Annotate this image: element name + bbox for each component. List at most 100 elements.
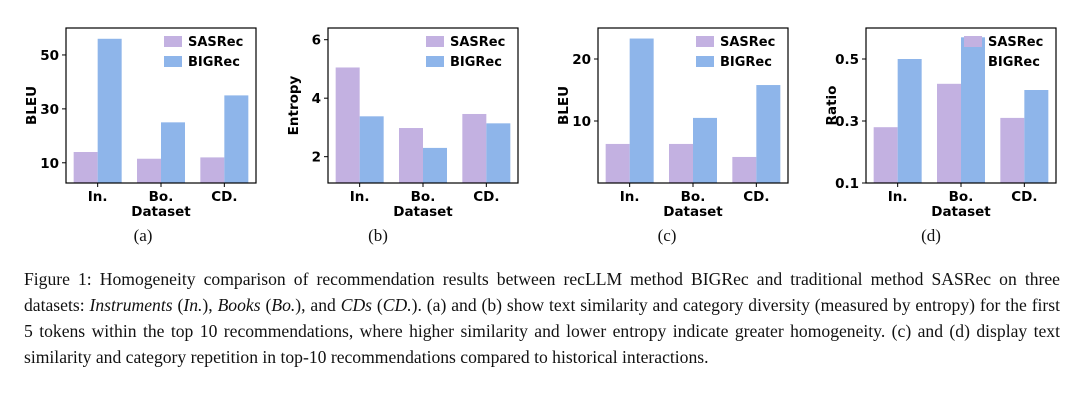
legend-swatch-bigrec: [964, 56, 982, 67]
y-tick-label-50: 50: [40, 48, 59, 64]
y-axis-title: BLEU: [556, 86, 572, 125]
legend-label-sasrec: SASRec: [988, 35, 1043, 50]
subfigure-label-c: (c): [657, 226, 677, 245]
caption-abbrev-bo: Bo.: [271, 295, 296, 315]
x-tick-label-bo: Bo.: [681, 189, 706, 205]
caption-abbrev-cd: CD.: [382, 295, 412, 315]
plot-frame: [65, 27, 257, 184]
bar-sasrec-in: [73, 152, 98, 183]
x-tick-label-in: In.: [350, 189, 370, 205]
legend-swatch-bigrec: [164, 56, 182, 67]
bar-bigrec-bo: [693, 117, 717, 183]
bar-sasrec-cd: [200, 157, 225, 183]
bar-bigrec-cd: [486, 123, 511, 183]
x-tick-label-cd: CD.: [743, 189, 769, 205]
legend-swatch-bigrec: [426, 56, 444, 67]
caption-separator: (: [172, 295, 184, 315]
caption-separator: (: [372, 295, 383, 315]
y-axis-title: Entropy: [286, 75, 302, 135]
bar-bigrec-in: [897, 59, 922, 183]
y-tick-label-4: 4: [312, 91, 321, 107]
legend-swatch-sasrec: [964, 36, 982, 47]
legend-label-sasrec: SASRec: [720, 35, 775, 50]
legend: SASRec BIGRec: [426, 35, 505, 70]
bar-bigrec-cd: [756, 85, 781, 183]
y-tick-label-10: 10: [572, 114, 591, 130]
x-axis-title: Dataset: [131, 204, 191, 220]
caption-separator: ), and: [295, 295, 341, 315]
bar-bigrec-in: [629, 38, 654, 183]
plot-frame: [597, 27, 789, 184]
x-axis-title: Dataset: [393, 204, 453, 220]
subfigure-label-b: (b): [368, 226, 388, 245]
caption-dataset-books: Books: [217, 295, 261, 315]
chart-d: In. Bo. CD. 0.1 0.3 0.5 Dataset Ratio SASRec BIGR…: [824, 27, 1057, 220]
plot-frame: [865, 27, 1057, 184]
x-tick-label-bo: Bo.: [411, 189, 436, 205]
bar-sasrec-cd: [462, 113, 487, 183]
y-axis-title: Ratio: [824, 86, 840, 126]
x-tick-label-cd: CD.: [473, 189, 499, 205]
bar-sasrec-bo: [937, 83, 961, 183]
caption-separator: ),: [202, 295, 218, 315]
legend-label-sasrec: SASRec: [188, 35, 243, 50]
caption-rest: ). (a) and (b) show text similarity and …: [24, 295, 1061, 367]
x-tick-label-bo: Bo.: [149, 189, 174, 205]
x-tick-label-in: In.: [620, 189, 640, 205]
bar-sasrec-in: [605, 143, 630, 183]
y-tick-label-0-5: 0.5: [835, 52, 859, 68]
x-tick-label-cd: CD.: [1011, 189, 1037, 205]
legend-label-bigrec: BIGRec: [720, 55, 772, 70]
legend: SASRec BIGRec: [696, 35, 775, 70]
y-tick-label-0-1: 0.1: [835, 176, 859, 192]
bar-bigrec-in: [359, 116, 384, 183]
subfigure-label-d: (d): [921, 226, 941, 245]
y-axis-title: BLEU: [24, 86, 40, 125]
bar-sasrec-cd: [732, 156, 757, 183]
caption-separator: (: [260, 295, 272, 315]
caption-prefix: Figure 1: Homogeneity comparison of reco…: [24, 269, 1060, 315]
subfigure-label-a: (a): [133, 226, 153, 245]
legend: SASRec BIGRec: [964, 35, 1043, 70]
bar-bigrec-bo: [423, 147, 447, 183]
bar-bigrec-cd: [224, 95, 249, 183]
x-tick-label-cd: CD.: [211, 189, 237, 205]
bar-bigrec-in: [97, 38, 122, 183]
legend-swatch-sasrec: [164, 36, 182, 47]
legend: SASRec BIGRec: [164, 35, 243, 70]
legend-label-sasrec: SASRec: [450, 35, 505, 50]
bar-bigrec-cd: [1024, 90, 1049, 183]
chart-c: In. Bo. CD. 10 20 Dataset BLEU SASRec BIGRec: [556, 27, 789, 220]
x-tick-label-in: In.: [88, 189, 108, 205]
legend-label-bigrec: BIGRec: [188, 55, 240, 70]
bar-sasrec-bo: [669, 143, 693, 183]
legend-swatch-sasrec: [696, 36, 714, 47]
legend-label-bigrec: BIGRec: [450, 55, 502, 70]
y-tick-label-6: 6: [312, 33, 321, 49]
caption-abbrev-in: In.: [183, 295, 203, 315]
x-tick-label-bo: Bo.: [949, 189, 974, 205]
plot-frame: [327, 27, 519, 184]
caption-dataset-cds: CDs: [340, 295, 373, 315]
y-tick-label-30: 30: [40, 102, 59, 118]
y-tick-label-10: 10: [40, 156, 59, 172]
y-tick-label-0-3: 0.3: [835, 114, 859, 130]
legend-label-bigrec: BIGRec: [988, 55, 1040, 70]
y-tick-label-2: 2: [312, 150, 321, 166]
bar-sasrec-in: [335, 67, 360, 183]
x-tick-label-in: In.: [888, 189, 908, 205]
caption-dataset-instruments: Instruments: [89, 295, 173, 315]
y-tick-label-20: 20: [572, 52, 591, 68]
x-axis-title: Dataset: [663, 204, 723, 220]
bar-sasrec-in: [873, 127, 898, 183]
figure-caption: Figure 1: Homogeneity comparison of reco…: [24, 266, 1060, 370]
bar-sasrec-bo: [137, 158, 161, 183]
bar-bigrec-bo: [161, 122, 185, 183]
legend-swatch-bigrec: [696, 56, 714, 67]
x-axis-title: Dataset: [931, 204, 991, 220]
chart-a: In. Bo. CD. 10 30 50 Dataset BLEU SASRec BIGRec: [24, 27, 257, 220]
chart-b: In. Bo. CD. 2 4 6 Dataset Entropy SASRec BIGRec: [286, 27, 519, 220]
bar-sasrec-bo: [399, 128, 423, 183]
bar-sasrec-cd: [1000, 117, 1025, 183]
